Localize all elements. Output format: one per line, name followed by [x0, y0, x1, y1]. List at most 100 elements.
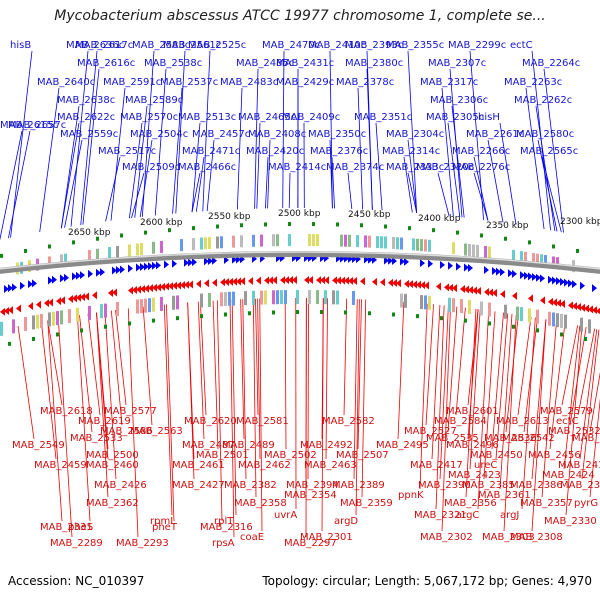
minus-gene-leader: [343, 298, 348, 416]
minus-gene-arrow: [512, 291, 517, 300]
plus-gene-arrow: [144, 262, 149, 271]
plus-gene-leader: [82, 68, 100, 225]
minus-gene-label: MAB_2359: [340, 498, 393, 509]
plus-gene-label: hisB: [10, 40, 31, 51]
minus-tick-mark: [200, 314, 203, 319]
minus-gene-label: MAB_2546: [572, 433, 600, 444]
minus-gene-leader: [505, 314, 519, 433]
minus-gene-leader: [561, 325, 579, 406]
topology-text: Topology: circular; Length: 5,067,172 bp…: [262, 574, 592, 588]
plus-gene-leader: [331, 156, 335, 209]
minus-gene-arrow: [180, 281, 185, 290]
minus-feature-stripe: [104, 303, 107, 318]
plus-tick-mark: [288, 222, 291, 227]
minus-gene-arrow: [320, 276, 325, 285]
plus-gene-leader: [139, 139, 153, 218]
minus-gene-leader: [255, 298, 259, 416]
plus-feature-stripe: [464, 243, 467, 256]
minus-gene-label: uvrA: [274, 510, 297, 521]
minus-gene-leader: [499, 313, 513, 490]
minus-gene-label: ureC: [474, 460, 497, 471]
minus-gene-leader: [187, 302, 195, 480]
plus-gene-arrow: [4, 284, 9, 293]
plus-feature-stripe: [108, 247, 111, 260]
minus-gene-arrow: [344, 276, 349, 285]
minus-gene-label: MAB_2533: [70, 433, 123, 444]
plus-gene-label: MAB_2305c: [426, 112, 484, 123]
plus-gene-label: MAB_2320c: [416, 162, 474, 173]
minus-gene-arrow: [540, 296, 545, 305]
minus-gene-arrow: [84, 292, 89, 301]
minus-gene-leader: [197, 301, 205, 440]
minus-gene-label: ppnK: [398, 490, 424, 501]
minus-feature-stripe: [272, 290, 275, 305]
plus-gene-arrow: [572, 280, 577, 289]
plus-gene-label: MAB_2525c: [188, 40, 246, 51]
minus-gene-label: MAB_2394: [286, 480, 339, 491]
minus-feature-stripe: [40, 313, 43, 328]
plus-gene-arrow: [120, 265, 125, 274]
plus-gene-leader: [441, 87, 454, 217]
minus-gene-label: MAB_2489: [222, 440, 275, 451]
minus-gene-label: MAB_2308: [510, 532, 563, 543]
plus-gene-leader: [154, 68, 167, 216]
plus-gene-leader: [39, 87, 60, 233]
minus-gene-arrow: [140, 285, 145, 294]
minus-gene-arrow: [476, 286, 481, 295]
minus-gene-arrow: [308, 276, 313, 285]
minus-gene-arrow: [108, 289, 113, 298]
minus-feature-stripe: [224, 292, 227, 307]
plus-gene-arrow: [212, 256, 217, 265]
plus-gene-leader: [451, 105, 465, 218]
plus-gene-label: MAB_2570c: [120, 112, 178, 123]
minus-gene-arrow: [592, 306, 597, 315]
minus-gene-leader: [397, 301, 405, 440]
minus-gene-leader: [240, 299, 245, 440]
plus-gene-leader: [473, 156, 489, 221]
plus-gene-leader: [375, 122, 383, 211]
plus-gene-leader: [403, 156, 413, 213]
minus-feature-stripe: [148, 298, 151, 313]
plus-gene-label: MAB_2408c: [248, 129, 306, 140]
minus-gene-leader: [491, 312, 504, 450]
plus-gene-arrow: [500, 268, 505, 277]
plus-gene-leader: [60, 105, 80, 229]
minus-feature-stripe: [564, 314, 567, 329]
plus-gene-leader: [60, 122, 80, 229]
minus-gene-arrow: [420, 281, 425, 290]
minus-gene-leader: [469, 309, 481, 470]
minus-gene-label: MAB_2426: [94, 480, 147, 491]
plus-gene-arrow: [188, 258, 193, 267]
minus-gene-arrow: [248, 276, 253, 285]
minus-gene-arrow: [568, 301, 573, 310]
minus-gene-label: MAB_2293: [116, 538, 169, 549]
plus-gene-label: MAB_2266c: [452, 146, 510, 157]
minus-gene-label: coaE: [240, 532, 264, 543]
plus-gene-leader: [265, 156, 269, 209]
minus-gene-arrow: [340, 276, 345, 285]
plus-feature-stripe: [536, 253, 539, 266]
plus-gene-arrow: [52, 275, 57, 284]
minus-gene-leader: [216, 300, 223, 522]
minus-gene-leader: [47, 320, 63, 406]
minus-feature-stripe: [136, 299, 139, 314]
plus-gene-label: MAB_2307c: [428, 58, 486, 69]
minus-gene-arrow: [292, 276, 297, 285]
plus-tick-mark: [48, 244, 51, 249]
minus-gene-leader: [212, 300, 219, 450]
plus-tick-mark: [528, 240, 531, 245]
minus-gene-leader: [104, 311, 117, 480]
plus-gene-arrow: [76, 271, 81, 280]
minus-gene-arrow: [560, 299, 565, 308]
minus-gene-leader: [563, 325, 581, 470]
plus-feature-stripe: [232, 235, 235, 248]
minus-gene-arrow: [36, 300, 41, 309]
minus-tick-mark: [248, 311, 251, 316]
plus-gene-arrow: [384, 256, 389, 265]
plus-feature-stripe: [412, 238, 415, 251]
minus-gene-arrow: [388, 278, 393, 287]
minus-gene-leader: [259, 298, 263, 532]
plus-gene-label: MAB_2616c: [77, 58, 135, 69]
plus-gene-arrow: [12, 283, 17, 292]
minus-feature-stripe: [548, 311, 551, 326]
